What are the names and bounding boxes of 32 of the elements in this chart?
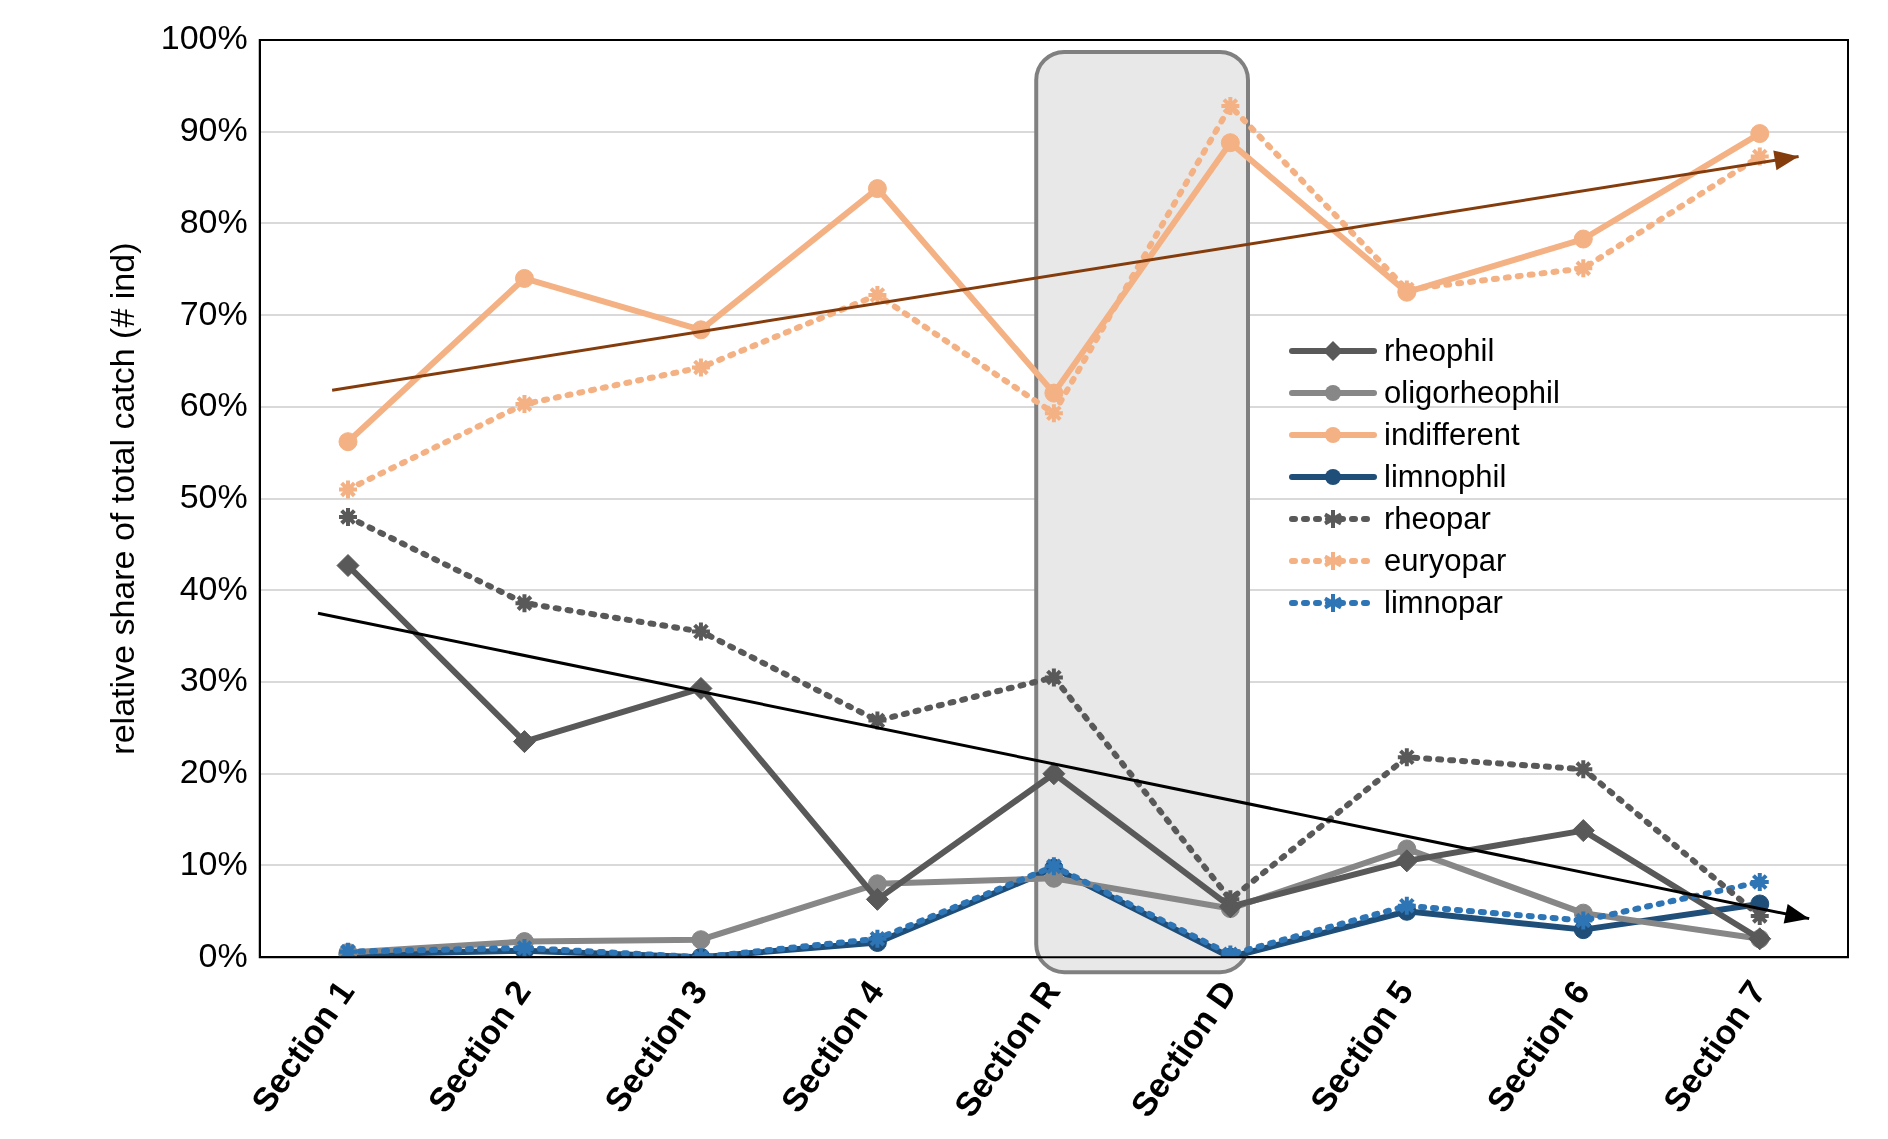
point bbox=[337, 505, 359, 528]
legend-label: limnophil bbox=[1384, 458, 1507, 496]
y-tick-label: 30% bbox=[179, 660, 248, 699]
point bbox=[513, 393, 536, 416]
y-tick-label: 0% bbox=[198, 935, 248, 974]
y-tick-label: 70% bbox=[179, 293, 248, 332]
y-tick-label: 10% bbox=[179, 843, 248, 882]
point bbox=[1573, 229, 1593, 249]
legend-label: rheopar bbox=[1384, 500, 1491, 538]
point bbox=[1044, 383, 1064, 403]
y-tick-label: 50% bbox=[179, 476, 248, 515]
point bbox=[337, 478, 359, 501]
y-tick-label: 90% bbox=[179, 110, 248, 149]
point bbox=[689, 356, 712, 379]
point bbox=[1750, 124, 1770, 144]
point bbox=[514, 268, 534, 288]
point bbox=[1042, 402, 1065, 425]
legend-label: oligorheophil bbox=[1384, 374, 1560, 412]
y-tick-label: 80% bbox=[179, 201, 248, 240]
point bbox=[1219, 95, 1242, 118]
legend-label: rheophil bbox=[1384, 332, 1495, 370]
point bbox=[338, 432, 358, 452]
y-axis-title: relative share of total catch (# ind) bbox=[102, 242, 141, 755]
y-tick-label: 100% bbox=[160, 18, 248, 57]
point bbox=[1220, 133, 1240, 153]
y-tick-label: 40% bbox=[179, 568, 248, 607]
y-tick-label: 60% bbox=[179, 385, 248, 424]
y-tick-label: 20% bbox=[179, 752, 248, 791]
point bbox=[866, 283, 889, 306]
point bbox=[867, 179, 887, 199]
point bbox=[1572, 257, 1595, 280]
legend-label: indifferent bbox=[1384, 416, 1520, 454]
